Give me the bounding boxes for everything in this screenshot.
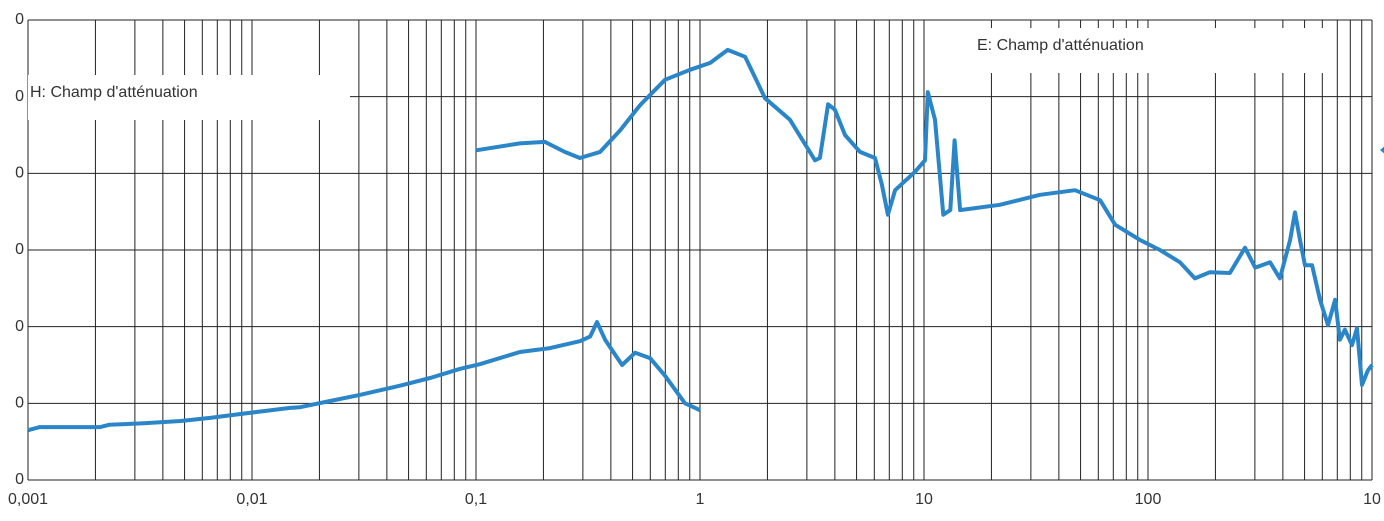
series-line	[475, 47, 1374, 387]
x-tick-label: 100	[1135, 491, 1162, 508]
x-tick-label: 1	[696, 491, 705, 508]
x-tick-label: 0,1	[465, 491, 487, 508]
y-tick-label: 0	[15, 165, 24, 182]
y-tick-label: 0	[15, 11, 24, 28]
y-tick-label: 0	[15, 241, 24, 258]
y-tick-label: 0	[15, 88, 24, 105]
annotation: E: Champ d'atténuation	[977, 37, 1144, 54]
annotation-box	[955, 28, 1330, 73]
y-tick-label: 0	[15, 318, 24, 335]
annotation: H: Champ d'atténuation	[30, 84, 198, 101]
y-tick-label: 0	[15, 471, 24, 488]
marker	[1380, 146, 1384, 154]
x-tick-label: 10	[1363, 491, 1381, 508]
x-tick-label: 10	[915, 491, 933, 508]
x-tick-label: 0,001	[8, 491, 48, 508]
annotation-box	[28, 75, 350, 120]
x-tick-label: 0,01	[236, 491, 267, 508]
series-line	[27, 320, 701, 433]
y-tick-label: 0	[15, 395, 24, 412]
